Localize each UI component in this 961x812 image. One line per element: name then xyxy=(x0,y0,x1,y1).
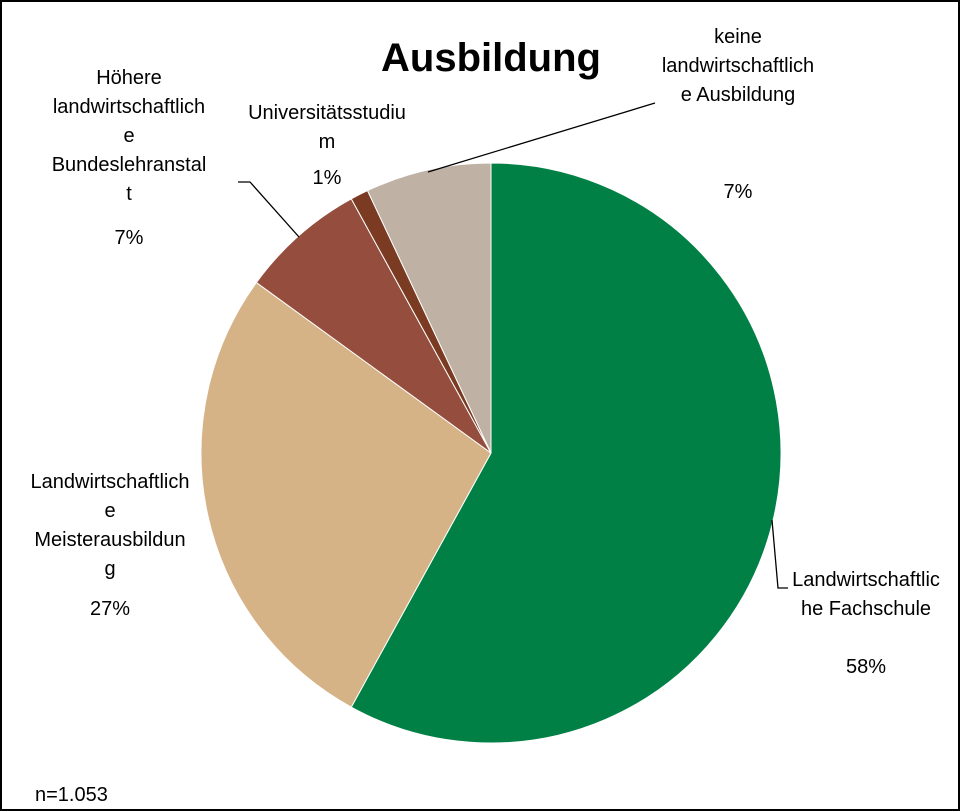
pie xyxy=(200,162,782,744)
pie-slice xyxy=(200,281,492,708)
slice-label: Landwirtschaftliche Meisterausbildung xyxy=(30,471,190,580)
slice-value-label: 27% xyxy=(89,598,131,620)
slice-value-label: 7% xyxy=(114,227,144,249)
slice-label: Universitätsstudium xyxy=(248,102,406,153)
pie-slice xyxy=(366,162,492,454)
leader-line xyxy=(771,519,788,589)
slice-value-label: 58% xyxy=(845,656,887,678)
leader-line xyxy=(238,181,300,238)
chart-title: Ausbildung xyxy=(381,36,601,80)
slice-label: keine landwirtschaftliche Ausbildung xyxy=(661,26,815,106)
note: n=1.053 xyxy=(35,784,108,806)
leader-line xyxy=(427,102,656,173)
pie-slice xyxy=(255,198,492,454)
slice-label: Höhere landwirtschaftliche Bundeslehrans… xyxy=(51,67,207,205)
slice-value-label: 1% xyxy=(312,167,342,189)
slice-value-label: 7% xyxy=(723,181,753,203)
slice-label: Landwirtschaftliche Fachschule xyxy=(792,569,940,620)
